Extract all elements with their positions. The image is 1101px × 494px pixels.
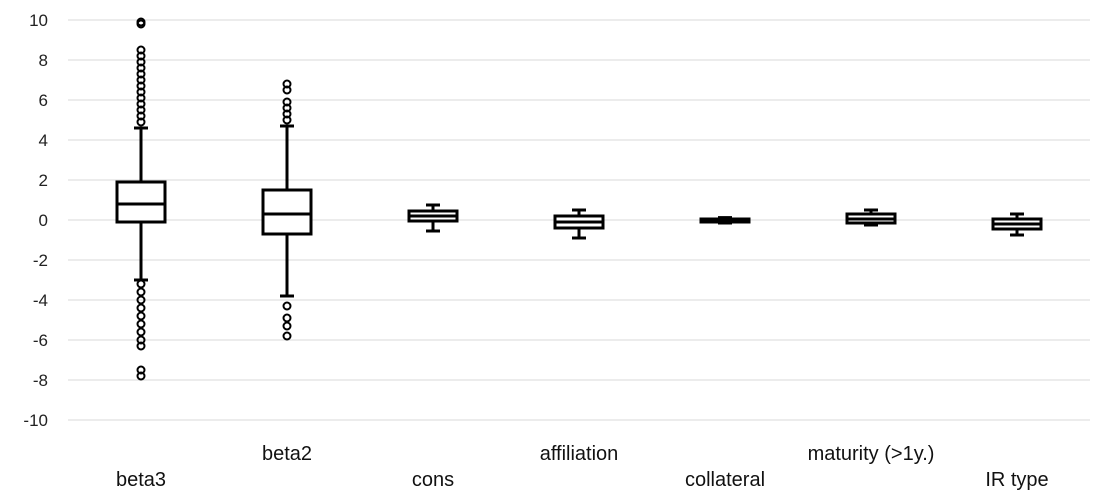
outlier-point [136,327,146,337]
outlier-point [282,97,292,107]
outlier-point [282,321,292,331]
box-6 [991,212,1043,237]
y-tick-labels: -10 -8 -6 -4 -2 0 2 4 6 8 10 [23,11,48,430]
y-tick-label: -2 [33,251,48,270]
category-labels: beta3 beta2 cons affiliation collateral matur… [116,443,1049,491]
outlier-point [136,45,146,55]
category-label: IR type [985,469,1048,491]
box-4 [699,216,751,225]
box-iqr [115,180,167,224]
outlier-point [136,341,146,351]
outlier-point [282,301,292,311]
category-label: beta3 [116,469,166,491]
outlier-point [136,279,146,289]
y-tick-label: 4 [39,131,48,150]
category-label: cons [412,469,454,491]
y-tick-label: 0 [39,211,48,230]
outlier-point [282,79,292,89]
outlier-point [136,371,146,381]
box-series [115,17,1043,381]
y-tick-label: 2 [39,171,48,190]
outlier-point [282,331,292,341]
y-tick-label: 10 [29,11,48,30]
category-label: collateral [685,469,765,491]
box-2 [407,203,459,233]
outlier-point [282,313,292,323]
y-tick-label: 6 [39,91,48,110]
y-tick-label: -6 [33,331,48,350]
y-tick-label: -4 [33,291,48,310]
y-tick-label: -10 [23,411,48,430]
outlier-point [136,287,146,297]
category-label: maturity (>1y.) [808,443,935,465]
y-tick-label: 8 [39,51,48,70]
outlier-point [136,303,146,313]
outlier-point [136,311,146,321]
box-3 [553,208,605,240]
box-1 [261,79,313,341]
box-iqr [261,188,313,236]
y-tick-label: -8 [33,371,48,390]
box-0 [115,17,167,381]
outlier-point [136,319,146,329]
box-5 [845,208,897,227]
category-label: beta2 [262,443,312,465]
category-label: affiliation [540,443,619,465]
outlier-point [136,17,146,27]
